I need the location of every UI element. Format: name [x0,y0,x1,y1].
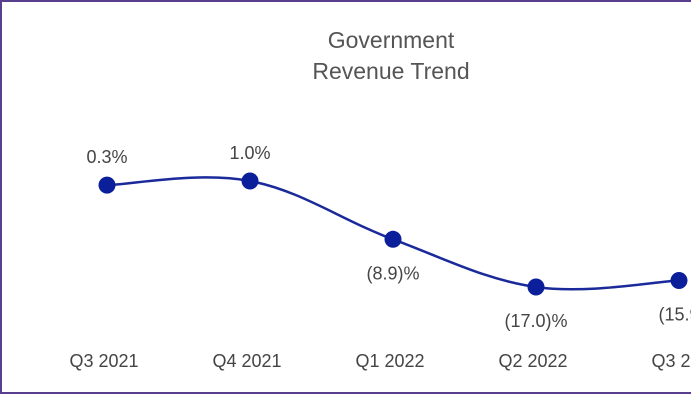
x-tick-label-2: Q4 2021 [212,351,281,371]
data-label-1: 0.3% [86,147,127,167]
data-label-3: (8.9)% [366,263,419,283]
data-point-2 [241,172,259,190]
x-axis-ticks: Q3 2021 Q4 2021 Q1 2022 Q2 2022 Q3 20 [69,351,691,371]
data-label-2: 1.0% [229,143,270,163]
chart-title-line-1: Government [328,27,455,53]
data-label-4: (17.0)% [504,311,567,331]
data-point-5 [670,272,688,290]
x-tick-label-1: Q3 2021 [69,351,138,371]
data-point-1 [98,176,116,194]
series-layer [98,172,688,296]
x-tick-label-5: Q3 20 [651,351,691,371]
chart-title-line-2: Revenue Trend [312,58,469,84]
data-point-4 [527,278,545,296]
x-tick-label-4: Q2 2022 [498,351,567,371]
data-label-5: (15.9 [658,305,691,325]
data-labels-layer: 0.3% 1.0% (8.9)% (17.0)% (15.9 [86,143,691,331]
x-tick-label-3: Q1 2022 [355,351,424,371]
data-point-3 [384,230,402,248]
